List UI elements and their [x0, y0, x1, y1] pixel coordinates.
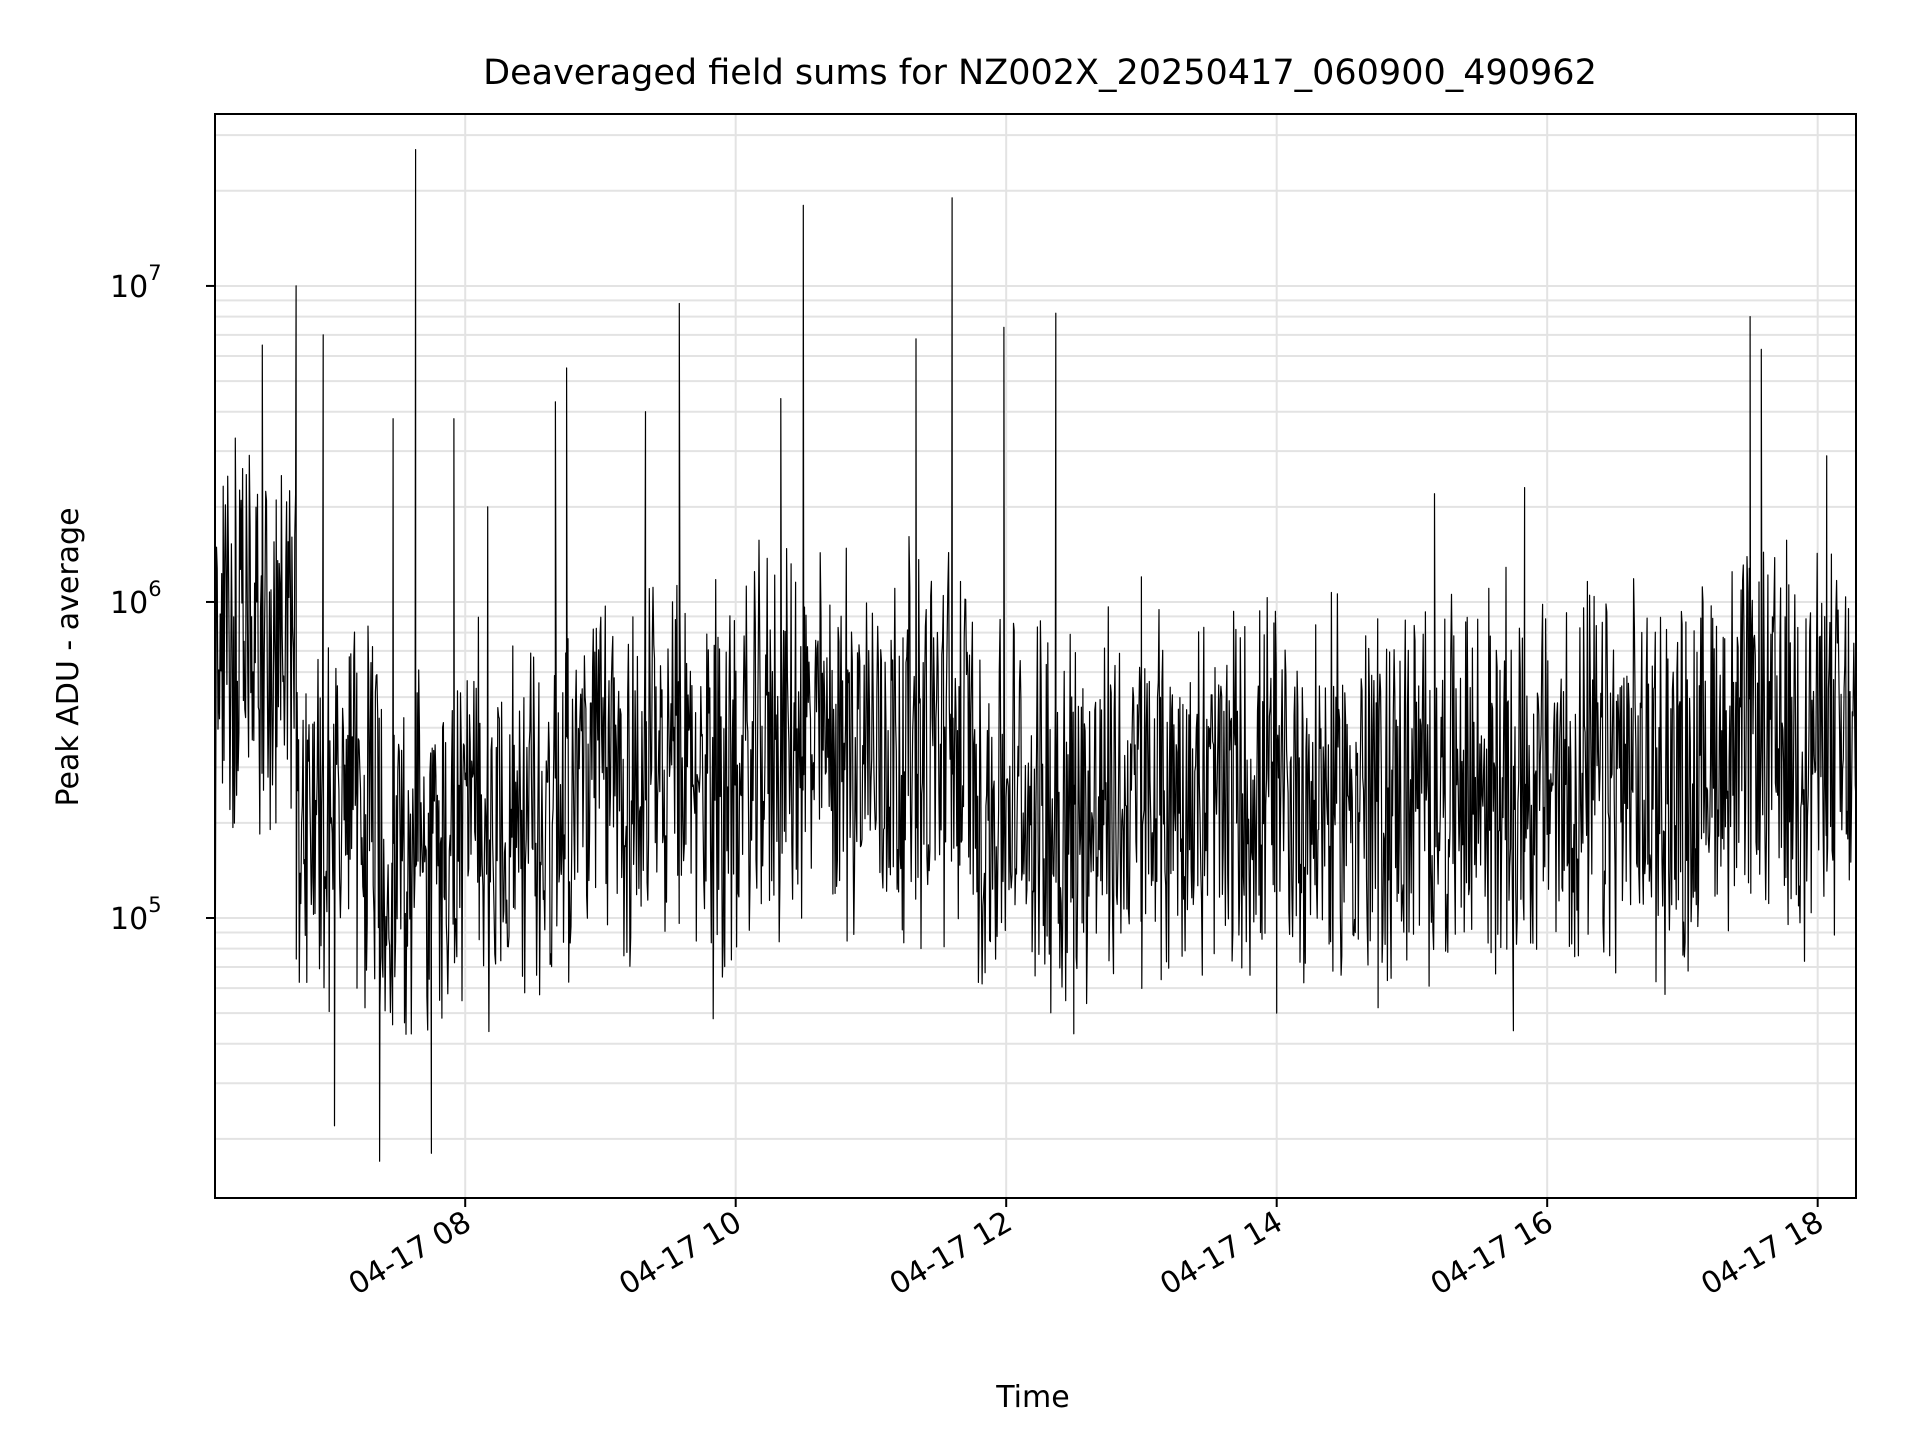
- y-tick-base: 10: [110, 902, 148, 937]
- x-axis-label: Time: [995, 1380, 1069, 1415]
- y-axis-label: Peak ADU - average: [51, 507, 86, 806]
- series: [214, 149, 1857, 1162]
- plot-frame: [214, 113, 1857, 1199]
- series-line: [214, 149, 1857, 1162]
- y-tick-label: 107: [110, 261, 162, 305]
- y-tick-exponent: 7: [148, 261, 161, 285]
- chart-title: Deaveraged field sums for NZ002X_2025041…: [483, 53, 1597, 93]
- y-tick-label: 106: [110, 577, 162, 621]
- y-tick-exponent: 5: [148, 893, 161, 917]
- y-tick-exponent: 6: [148, 577, 161, 601]
- y-tick-base: 10: [110, 270, 148, 305]
- y-tick-label: 105: [110, 893, 162, 937]
- y-tick-base: 10: [110, 586, 148, 621]
